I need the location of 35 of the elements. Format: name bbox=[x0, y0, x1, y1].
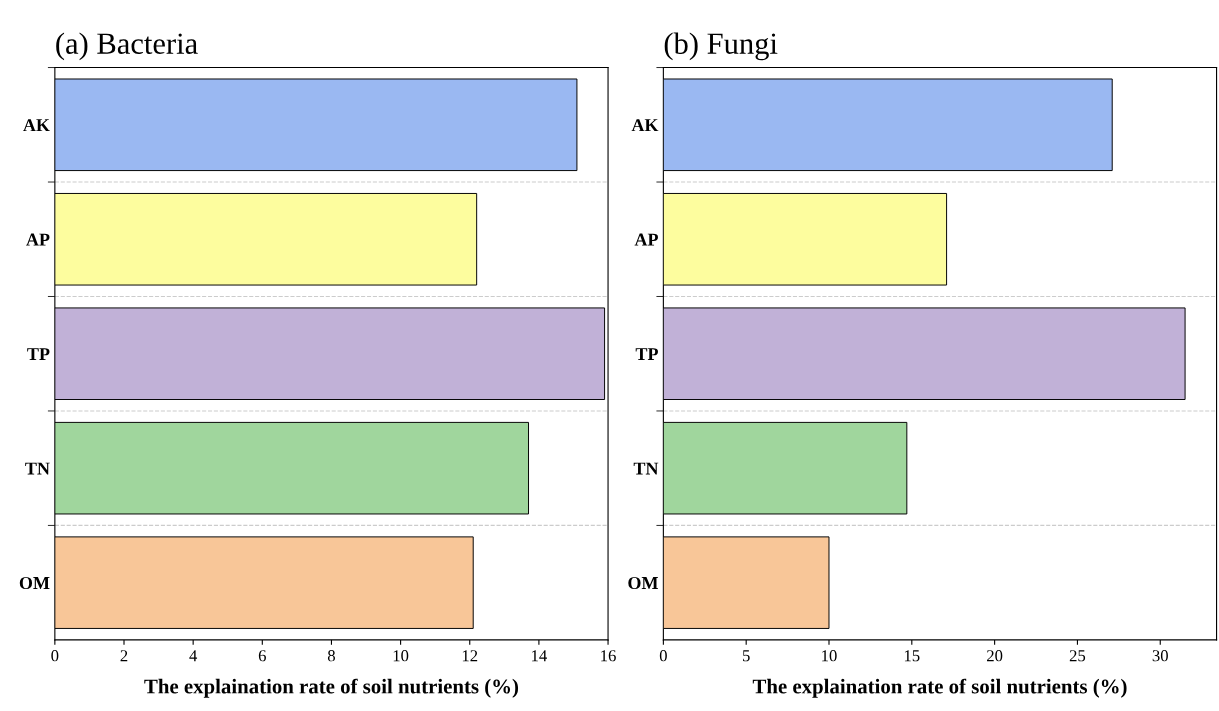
x-axis-title: The explaination rate of soil nutrients (%) bbox=[144, 678, 519, 698]
x-tick-label: 16 bbox=[601, 650, 616, 662]
y-tick-label: TN bbox=[633, 462, 659, 475]
y-tick-label: OM bbox=[628, 576, 658, 590]
x-tick-label: 15 bbox=[904, 650, 920, 662]
bar bbox=[663, 78, 1113, 172]
x-tick-label: 12 bbox=[462, 650, 478, 662]
x-tick-label: 10 bbox=[822, 650, 837, 662]
x-tick-label: 5 bbox=[742, 650, 750, 662]
y-tick-label: AP bbox=[26, 233, 50, 246]
x-tick-label: 2 bbox=[120, 650, 128, 662]
y-tick-label: TP bbox=[27, 348, 50, 360]
x-tick-label: 20 bbox=[987, 650, 1003, 662]
bar bbox=[663, 421, 908, 515]
y-tick-label: TN bbox=[25, 462, 50, 475]
bar bbox=[663, 536, 830, 629]
x-tick-label: 8 bbox=[327, 650, 335, 662]
chart-title: (a) Bacteria bbox=[56, 32, 198, 61]
x-tick-label: 4 bbox=[189, 650, 198, 662]
x-tick-label: 0 bbox=[51, 650, 59, 662]
x-axis-title: The explaination rate of soil nutrients (%) bbox=[752, 678, 1127, 698]
chart-title: (b) Fungi bbox=[664, 32, 778, 61]
bar bbox=[663, 192, 948, 286]
x-tick-label: 30 bbox=[1152, 650, 1168, 662]
y-tick-label: TP bbox=[635, 348, 658, 360]
x-tick-label: 0 bbox=[659, 650, 667, 662]
x-tick-label: 25 bbox=[1069, 650, 1086, 662]
x-tick-label: 6 bbox=[258, 650, 266, 662]
y-tick-label: AK bbox=[631, 119, 659, 132]
y-tick-label: AK bbox=[23, 119, 50, 132]
y-tick-label: OM bbox=[19, 576, 50, 590]
x-tick-label: 10 bbox=[393, 650, 409, 662]
x-tick-label: 14 bbox=[532, 650, 547, 662]
y-tick-label: AP bbox=[634, 233, 658, 246]
bar bbox=[663, 307, 1186, 400]
